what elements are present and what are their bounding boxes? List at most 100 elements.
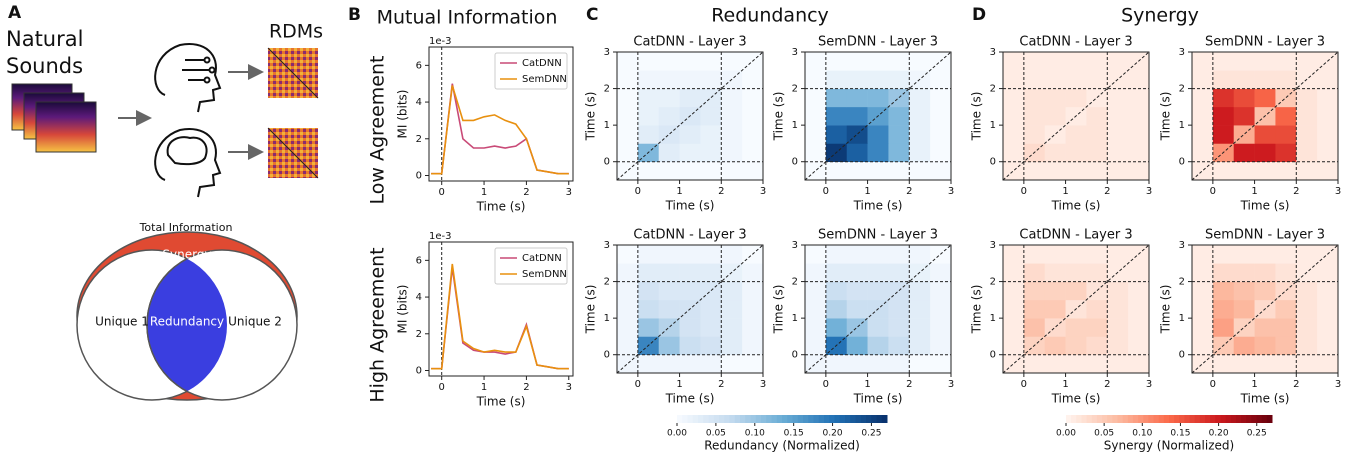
heatmap-cell	[909, 245, 931, 264]
colorbar-step	[860, 415, 867, 423]
heatmap-cell	[805, 106, 827, 126]
colorbar-step	[1266, 415, 1273, 423]
colorbar-tick-label: 0.05	[706, 429, 726, 439]
heatmap-cell	[888, 281, 910, 301]
heatmap-cell	[1086, 263, 1108, 282]
x-tick-label: 3	[566, 382, 572, 393]
heatmap-cell	[1254, 70, 1276, 89]
heatmap-cell	[1086, 299, 1108, 319]
heatmap-cell	[742, 281, 764, 301]
y-tick-label: 3	[990, 240, 996, 251]
heatmap-cell	[658, 354, 680, 374]
heatmap-cell	[1065, 161, 1087, 181]
heatmap-cell	[888, 106, 910, 126]
heatmap-cell	[742, 336, 764, 356]
colorbar-tick-label: 0.05	[1094, 429, 1114, 439]
heatmap-cell	[1317, 281, 1339, 301]
heatmap-cell	[1003, 318, 1025, 337]
diagonal	[616, 244, 764, 374]
heatmap-cell	[679, 318, 701, 337]
heatmap-cell	[1023, 52, 1046, 71]
heatmap-cell	[1296, 161, 1318, 181]
x-tick-label: 3	[948, 379, 954, 390]
heatmap-cell	[1192, 70, 1214, 89]
heatmap-cell	[867, 88, 889, 108]
plot-frame	[1002, 51, 1150, 181]
heatmap-cell	[679, 263, 701, 282]
heatmap-cell	[1192, 161, 1214, 181]
colorbar-tick-label: 0.10	[1132, 429, 1152, 439]
heatmap-cell	[867, 336, 889, 356]
heatmap-cell	[1296, 354, 1318, 374]
heatmap-cell	[1233, 143, 1255, 163]
diagonal	[804, 244, 952, 374]
colorbar-step	[1158, 415, 1165, 423]
heatmap-cell	[1233, 281, 1255, 301]
colorbar-step	[1169, 415, 1175, 423]
heatmap-cell	[909, 106, 931, 126]
heatmap-cell	[1086, 125, 1108, 144]
panel-title: Redundancy	[711, 5, 829, 27]
y-tick-label: 0	[792, 350, 798, 361]
chart-title: CatDNN - Layer 3	[633, 35, 746, 50]
heatmap-cell	[1254, 336, 1276, 356]
diagonal	[1191, 51, 1339, 181]
heatmap-cell	[721, 143, 743, 163]
y-axis-label: Time (s)	[772, 92, 786, 142]
heatmap-cell	[846, 299, 868, 319]
plot-frame	[1191, 51, 1339, 181]
heatmap-cell	[637, 318, 660, 337]
colorbar-step	[792, 415, 799, 423]
colorbar-step	[1205, 415, 1211, 423]
heatmap-cell	[805, 52, 827, 71]
heatmap-cell	[1065, 245, 1087, 264]
heatmap-cell	[1003, 336, 1025, 356]
heatmap-cell	[805, 70, 827, 89]
axis-offset: 1e-3	[429, 36, 452, 47]
heatmap-cell	[700, 245, 722, 264]
colorbar-step	[1256, 415, 1263, 423]
heatmap-cell	[1296, 143, 1318, 163]
y-tick-label: 3	[1179, 47, 1185, 58]
heatmap-cell	[679, 70, 701, 89]
heatmap-cell	[1023, 125, 1046, 144]
heatmap-cell	[1233, 70, 1255, 89]
x-axis-label: Time (s)	[476, 200, 526, 214]
heatmap-cell	[679, 245, 701, 264]
heatmap-cell	[909, 354, 931, 374]
heatmap-cell	[1065, 70, 1087, 89]
x-tick-label: 0	[1210, 379, 1216, 390]
heatmap-cell	[637, 299, 660, 319]
heatmap-cell	[846, 143, 868, 163]
x-axis-label: Time (s)	[476, 395, 526, 409]
x-tick-label: 0	[439, 382, 445, 393]
plot-frame	[1191, 244, 1339, 374]
legend-label: CatDNN	[522, 253, 562, 264]
heatmap-cell	[721, 245, 743, 264]
colorbar-step	[1132, 415, 1139, 423]
colorbar-step	[698, 415, 704, 423]
venn	[76, 231, 298, 401]
heatmap-cell	[1086, 161, 1108, 181]
heatmap-cell	[700, 299, 722, 319]
heatmap-cell	[867, 245, 889, 264]
heatmap-cell	[658, 143, 680, 163]
heatmap-cell	[1317, 161, 1339, 181]
heatmap-cell	[742, 318, 764, 337]
heatmap-cell	[721, 88, 743, 108]
y-tick-label: 1	[604, 120, 610, 131]
heatmap-cell	[909, 52, 931, 71]
colorbar-step	[745, 415, 751, 423]
heatmap-cell	[658, 70, 680, 89]
chart-title: CatDNN - Layer 3	[1019, 35, 1132, 50]
heatmap-cell	[825, 52, 848, 71]
heatmap-cell	[1128, 88, 1150, 108]
heatmap-cell	[888, 318, 910, 337]
heatmap-cell	[617, 106, 639, 126]
colorbar-tick-label: 0.15	[784, 429, 804, 439]
heatmap-cell	[888, 161, 910, 181]
heatmap-cell	[930, 281, 952, 301]
heatmap-cell	[930, 318, 952, 337]
heatmap-cell	[930, 263, 952, 282]
heatmap-cell	[700, 52, 722, 71]
